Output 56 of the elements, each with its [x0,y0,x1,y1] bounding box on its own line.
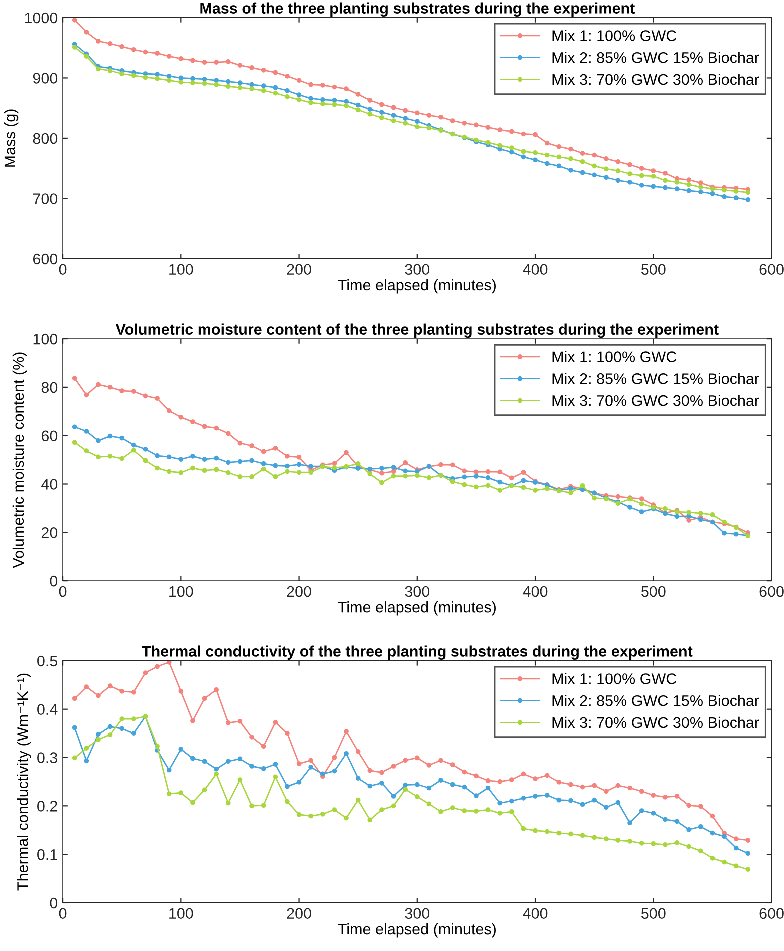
x-tick-label: 300 [405,264,430,276]
y-tick-label: 0.1 [38,849,58,860]
x-tick-label: 0 [59,586,67,598]
chart-title: Thermal conductivity of the three planting substrates during the experiment [142,646,693,660]
y-tick-label: 100 [34,334,58,345]
x-tick-label: 200 [287,264,312,276]
x-tick-label: 300 [405,586,430,598]
legend-label: Mix 2: 85% GWC 15% Biochar [552,695,760,706]
y-axis-title: Mass (g) [4,110,19,167]
x-tick-label: 500 [642,908,666,920]
y-tick-label: 600 [33,254,58,265]
x-tick-label: 100 [170,586,194,598]
y-tick-label: 0 [50,898,58,909]
x-axis-title: Time elapsed (minutes) [338,602,496,616]
y-tick-label: 80 [42,382,58,394]
y-tick-label: 60 [42,430,58,442]
y-tick-label: 1000 [25,12,58,24]
x-tick-label: 200 [287,586,312,598]
y-tick-label: 0.5 [38,656,58,667]
x-tick-label: 300 [405,908,430,920]
x-tick-label: 400 [523,264,548,276]
x-tick-label: 0 [59,264,67,276]
y-tick-label: 900 [33,73,58,84]
legend-label: Mix 2: 85% GWC 15% Biochar [552,373,760,384]
y-tick-label: 0.2 [38,801,58,812]
x-axis-title: Time elapsed (minutes) [338,923,496,938]
y-tick-label: 0.3 [38,752,58,764]
legend-label: Mix 3: 70% GWC 30% Biochar [552,716,760,728]
y-tick-label: 700 [33,194,58,204]
x-tick-label: 100 [170,908,194,920]
chart-title: Mass of the three planting substrates during the experiment [200,2,635,18]
x-tick-label: 500 [642,586,666,598]
x-tick-label: 400 [523,908,548,920]
legend-label: Mix 3: 70% GWC 30% Biochar [552,74,760,86]
x-tick-label: 200 [287,908,312,920]
legend-label: Mix 1: 100% GWC [552,30,677,42]
x-tick-label: 500 [642,264,666,276]
y-tick-label: 0 [50,576,58,587]
x-tick-label: 600 [760,264,784,276]
x-tick-label: 0 [59,908,67,920]
y-tick-label: 0.4 [38,704,58,716]
legend-label: Mix 1: 100% GWC [552,673,677,684]
y-tick-label: 800 [33,133,58,144]
x-tick-label: 600 [760,586,784,598]
y-axis-title: Thermal conductivity (Wm⁻¹K⁻¹) [17,674,32,891]
x-tick-label: 400 [523,586,548,598]
chart-title: Volumetric moisture content of the three planting substrates during the experiment [116,324,719,338]
legend-label: Mix 1: 100% GWC [552,351,677,362]
x-tick-label: 100 [170,264,194,276]
legend-label: Mix 3: 70% GWC 30% Biochar [552,395,760,406]
x-tick-label: 600 [760,908,784,920]
y-tick-label: 40 [42,479,58,490]
x-axis-title: Time elapsed (minutes) [338,279,496,294]
y-tick-label: 20 [42,528,58,538]
y-axis-title: Volumetric moisture content (%) [12,352,28,568]
legend-label: Mix 2: 85% GWC 15% Biochar [552,52,760,64]
